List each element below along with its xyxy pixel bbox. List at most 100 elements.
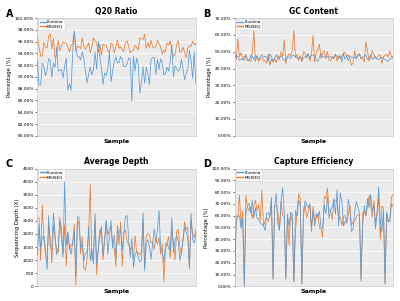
MGISEQ — [133, 234, 138, 237]
Illumina — [319, 52, 324, 55]
MGISEQ — [88, 182, 93, 186]
MGISEQ — [386, 220, 391, 224]
MGISEQ — [242, 284, 247, 287]
MGISEQ — [189, 219, 194, 222]
Title: Average Depth: Average Depth — [84, 157, 149, 166]
MGISEQ — [263, 59, 268, 62]
Illumina — [386, 60, 391, 63]
Illumina — [66, 88, 70, 92]
Illumina — [75, 215, 80, 219]
MGISEQ — [271, 277, 276, 281]
Illumina — [35, 59, 40, 62]
Line: Illumina: Illumina — [235, 54, 393, 62]
MGISEQ — [391, 55, 396, 58]
Text: C: C — [6, 159, 13, 169]
Illumina — [120, 248, 125, 252]
MGISEQ — [316, 212, 320, 216]
Legend: Illumina, MGISEQ: Illumina, MGISEQ — [38, 169, 65, 181]
MGISEQ — [72, 31, 77, 35]
X-axis label: Sample: Sample — [301, 289, 327, 294]
Illumina — [340, 60, 344, 64]
MGISEQ — [133, 44, 138, 47]
Illumina — [271, 278, 276, 281]
Illumina — [376, 185, 381, 189]
MGISEQ — [292, 29, 296, 33]
MGISEQ — [35, 36, 40, 39]
Illumina — [189, 59, 194, 62]
Text: B: B — [203, 9, 210, 19]
Text: D: D — [203, 159, 211, 169]
Line: Illumina: Illumina — [38, 31, 196, 101]
Y-axis label: Percentage (%): Percentage (%) — [207, 57, 212, 97]
Illumina — [184, 71, 189, 75]
Y-axis label: Sequencing Depth (X): Sequencing Depth (X) — [15, 198, 20, 257]
Legend: Illumina, MGISEQ: Illumina, MGISEQ — [236, 19, 262, 30]
MGISEQ — [120, 48, 125, 51]
MGISEQ — [194, 228, 198, 231]
Illumina — [133, 69, 138, 73]
Illumina — [194, 82, 198, 85]
Illumina — [232, 282, 237, 286]
Illumina — [242, 284, 247, 287]
Title: Capture Efficiency: Capture Efficiency — [274, 157, 354, 166]
MGISEQ — [74, 283, 78, 287]
Illumina — [194, 231, 198, 235]
Illumina — [386, 220, 391, 223]
MGISEQ — [268, 64, 272, 67]
Y-axis label: Percentage (%): Percentage (%) — [7, 57, 12, 97]
Illumina — [118, 54, 123, 58]
MGISEQ — [53, 56, 58, 60]
Illumina — [264, 212, 269, 215]
Title: Q20 Ratio: Q20 Ratio — [96, 7, 138, 16]
Illumina — [74, 46, 78, 50]
MGISEQ — [194, 42, 198, 45]
MGISEQ — [325, 186, 330, 190]
MGISEQ — [75, 44, 80, 48]
Line: MGISEQ: MGISEQ — [235, 188, 393, 286]
X-axis label: Sample: Sample — [104, 289, 130, 294]
MGISEQ — [330, 54, 335, 58]
MGISEQ — [381, 206, 386, 209]
Illumina — [263, 54, 268, 58]
MGISEQ — [386, 55, 391, 59]
Illumina — [381, 209, 386, 212]
Illumina — [269, 55, 274, 59]
Illumina — [74, 275, 78, 278]
MGISEQ — [189, 45, 194, 48]
Illumina — [328, 207, 333, 211]
Illumina — [189, 212, 194, 215]
MGISEQ — [66, 231, 70, 234]
Y-axis label: Percentage (%): Percentage (%) — [204, 207, 209, 248]
MGISEQ — [271, 61, 276, 64]
Line: MGISEQ: MGISEQ — [38, 184, 196, 285]
X-axis label: Sample: Sample — [301, 138, 327, 144]
MGISEQ — [232, 51, 237, 55]
MGISEQ — [120, 265, 125, 268]
Legend: Illumina, MGISEQ: Illumina, MGISEQ — [38, 19, 65, 30]
Line: MGISEQ: MGISEQ — [235, 31, 393, 65]
Line: Illumina: Illumina — [235, 187, 393, 286]
Illumina — [133, 253, 138, 257]
MGISEQ — [35, 216, 40, 220]
MGISEQ — [264, 215, 269, 219]
X-axis label: Sample: Sample — [104, 138, 130, 144]
Illumina — [130, 100, 134, 103]
MGISEQ — [184, 56, 189, 59]
Illumina — [35, 253, 40, 256]
Illumina — [72, 29, 77, 33]
MGISEQ — [67, 50, 72, 54]
Line: Illumina: Illumina — [38, 182, 196, 276]
Illumina — [232, 56, 237, 60]
Illumina — [328, 55, 333, 59]
Illumina — [62, 180, 67, 184]
MGISEQ — [184, 228, 189, 231]
Illumina — [381, 57, 386, 61]
MGISEQ — [72, 222, 77, 226]
Illumina — [184, 231, 189, 234]
MGISEQ — [381, 55, 386, 59]
MGISEQ — [391, 193, 396, 196]
Line: MGISEQ: MGISEQ — [38, 33, 196, 58]
MGISEQ — [317, 42, 322, 46]
Title: GC Content: GC Content — [289, 7, 338, 16]
Text: A: A — [6, 9, 13, 19]
